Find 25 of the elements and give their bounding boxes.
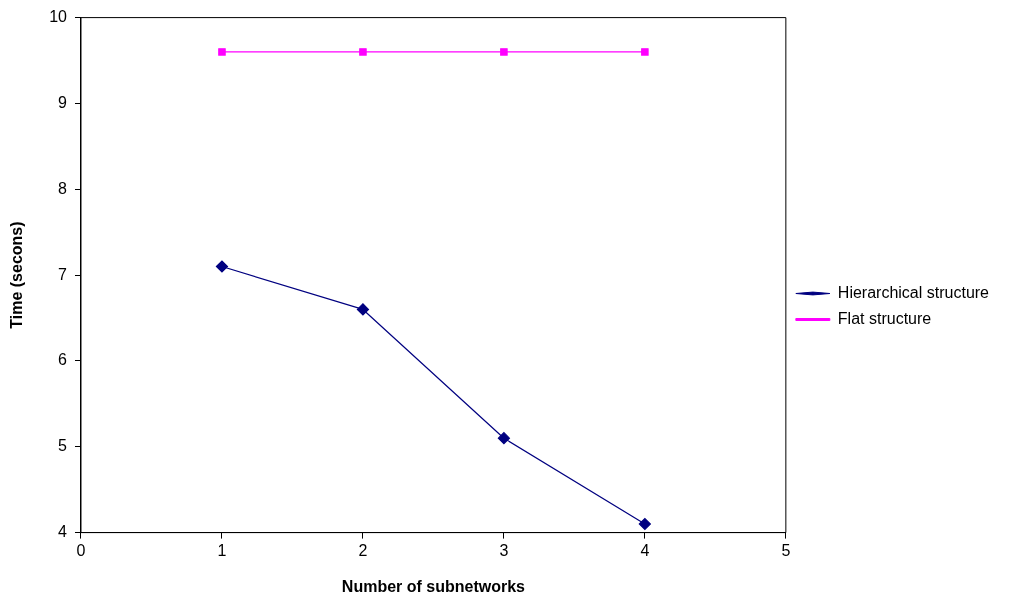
- y-tick-label: 6: [58, 351, 68, 369]
- y-tick-label: 7: [58, 265, 68, 283]
- x-tick-label: 4: [640, 541, 650, 559]
- x-tick-label: 2: [358, 541, 368, 559]
- point: [359, 48, 367, 56]
- y-tick-label: 5: [58, 437, 68, 455]
- y-tick-label: 8: [58, 179, 68, 197]
- point: [641, 48, 649, 56]
- point: [215, 260, 229, 273]
- x-tick-label: 3: [499, 541, 509, 559]
- legend-label: Hierarchical structure: [837, 283, 990, 301]
- y-tick-label: 9: [58, 93, 68, 111]
- point: [356, 303, 370, 316]
- y-axis-title: Time (secons): [8, 221, 26, 329]
- legend-label: Flat structure: [837, 309, 932, 327]
- point: [500, 48, 508, 56]
- y-tick-label: 10: [49, 8, 68, 26]
- point: [218, 48, 226, 56]
- x-tick-label: 5: [781, 541, 791, 559]
- point: [497, 432, 511, 445]
- x-tick-label: 1: [217, 541, 227, 559]
- point: [638, 517, 651, 531]
- x-axis-title: Number of subnetworks: [341, 577, 526, 595]
- y-tick-label: 4: [58, 523, 68, 541]
- x-tick-label: 0: [76, 541, 86, 559]
